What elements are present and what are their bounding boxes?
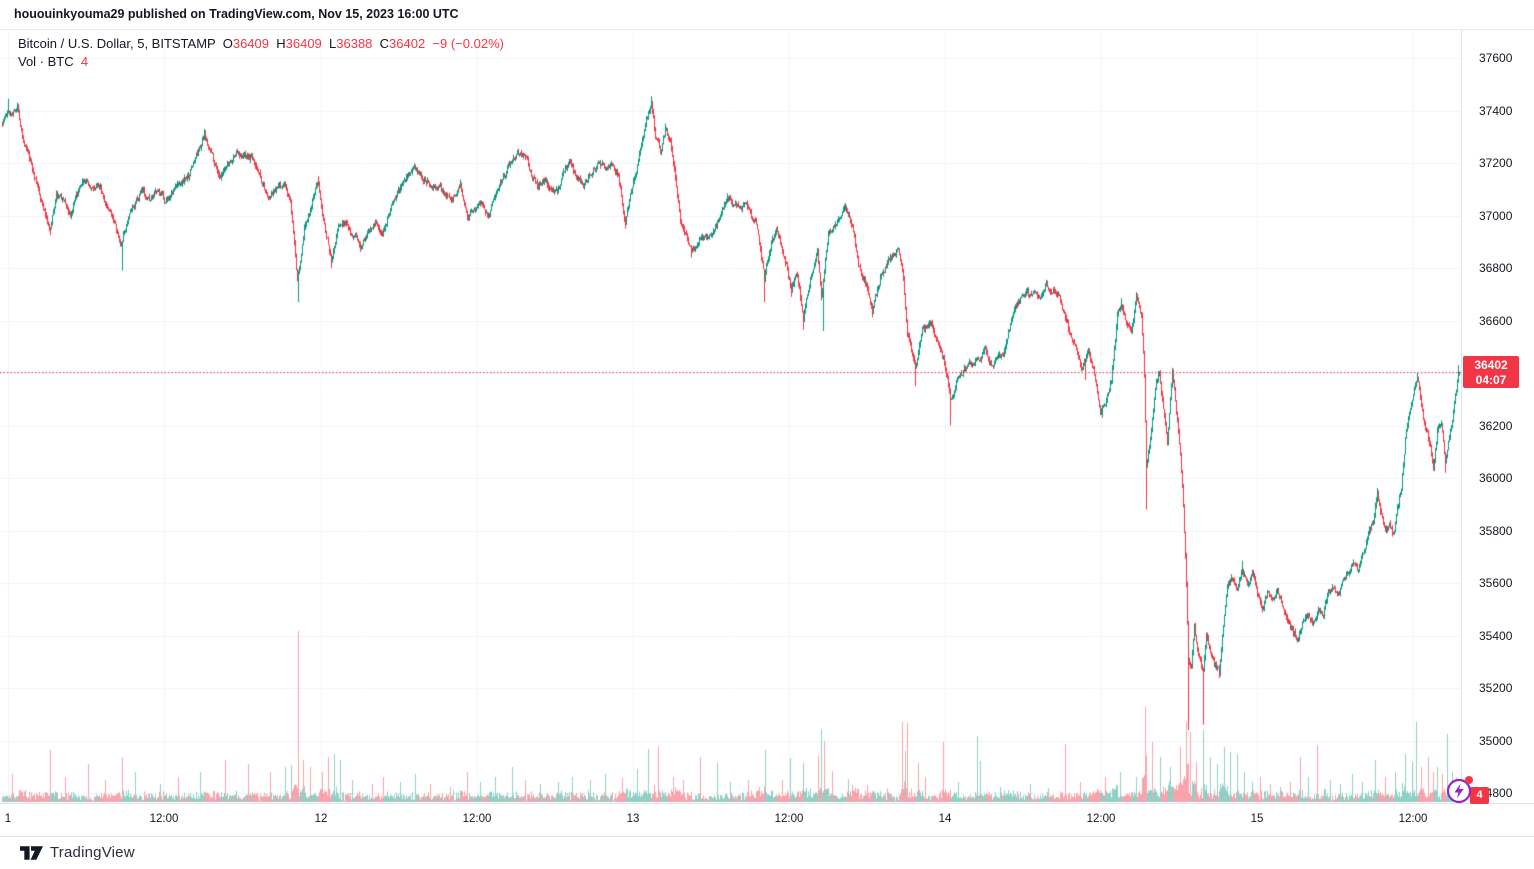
low-value: 36388	[336, 36, 373, 51]
time-tick-label: 12	[314, 813, 328, 825]
price-tick-label: 35400	[1479, 628, 1513, 643]
price-tick-label: 36800	[1479, 261, 1513, 275]
volume-value: 4	[80, 54, 89, 69]
open-value: 36409	[232, 36, 269, 51]
flash-boost-icon[interactable]	[1446, 776, 1473, 804]
time-tick-label: 14	[938, 813, 952, 825]
axis-corner	[1461, 803, 1534, 836]
open-label: O	[222, 36, 233, 51]
high-value: 36409	[285, 36, 322, 51]
chart-area: Bitcoin / U.S. Dollar, 5, BITSTAMP O3640…	[0, 30, 1534, 836]
time-tick-label: 12:00	[1398, 813, 1428, 825]
symbol-title: Bitcoin / U.S. Dollar, 5, BITSTAMP	[18, 36, 216, 51]
legend-line1: Bitcoin / U.S. Dollar, 5, BITSTAMP O3640…	[18, 35, 504, 53]
chart-legend: Bitcoin / U.S. Dollar, 5, BITSTAMP O3640…	[18, 35, 504, 71]
price-tick-label: 35800	[1479, 523, 1513, 538]
price-tick-label: 37200	[1479, 156, 1513, 170]
volume-badge: 4	[1470, 787, 1489, 804]
notification-dot	[1465, 776, 1473, 784]
legend-line2: Vol · BTC 4	[18, 53, 504, 71]
candlestick-chart	[0, 30, 1461, 836]
close-label: C	[379, 36, 390, 51]
low-label: L	[329, 36, 337, 51]
price-tick-label: 36200	[1479, 418, 1513, 433]
high-label: H	[276, 36, 286, 51]
price-tick-label: 37000	[1479, 208, 1513, 223]
time-tick-label: 12:00	[774, 813, 804, 825]
tradingview-logo-icon	[20, 845, 43, 860]
bar-countdown: 04:07	[1475, 373, 1507, 388]
time-tick-label: 15	[1250, 813, 1264, 825]
time-tick-label: 12:00	[149, 813, 179, 825]
tradingview-logo-text: TradingView	[50, 844, 135, 861]
tradingview-logo[interactable]: TradingView	[20, 844, 135, 861]
price-tick-label: 35000	[1479, 733, 1513, 748]
close-value: 36402	[389, 36, 426, 51]
price-tick-label: 36000	[1479, 471, 1513, 485]
last-price-value: 36402	[1474, 358, 1508, 373]
price-tick-label: 35200	[1479, 681, 1513, 695]
attribution-text: hououinkyouma29 published on TradingView…	[14, 7, 459, 21]
time-tick-label: 12:00	[462, 813, 492, 825]
time-tick-label: 12:00	[1086, 813, 1116, 825]
change-value: −9 (−0.02%)	[432, 36, 504, 51]
price-tick-label: 37400	[1479, 103, 1513, 118]
price-tick-label: 35600	[1479, 576, 1513, 590]
time-axis: 1 12:00 12 12:00 13 12:00 14 12:00 15 12:00	[0, 803, 1461, 836]
footer: TradingView	[0, 836, 1534, 869]
time-tick-label: 13	[626, 813, 640, 825]
volume-label: Vol · BTC	[18, 54, 74, 69]
price-tick-label: 36600	[1479, 313, 1513, 328]
attribution-bar: hououinkyouma29 published on TradingView…	[0, 0, 1534, 30]
price-tick-label: 37600	[1479, 51, 1513, 65]
price-axis: 37600 37400 37200 37000 36800 36600 36200 36000…	[1461, 30, 1534, 803]
time-tick-label: 1	[4, 813, 12, 825]
last-price-badge: 36402 04:07	[1463, 356, 1519, 389]
